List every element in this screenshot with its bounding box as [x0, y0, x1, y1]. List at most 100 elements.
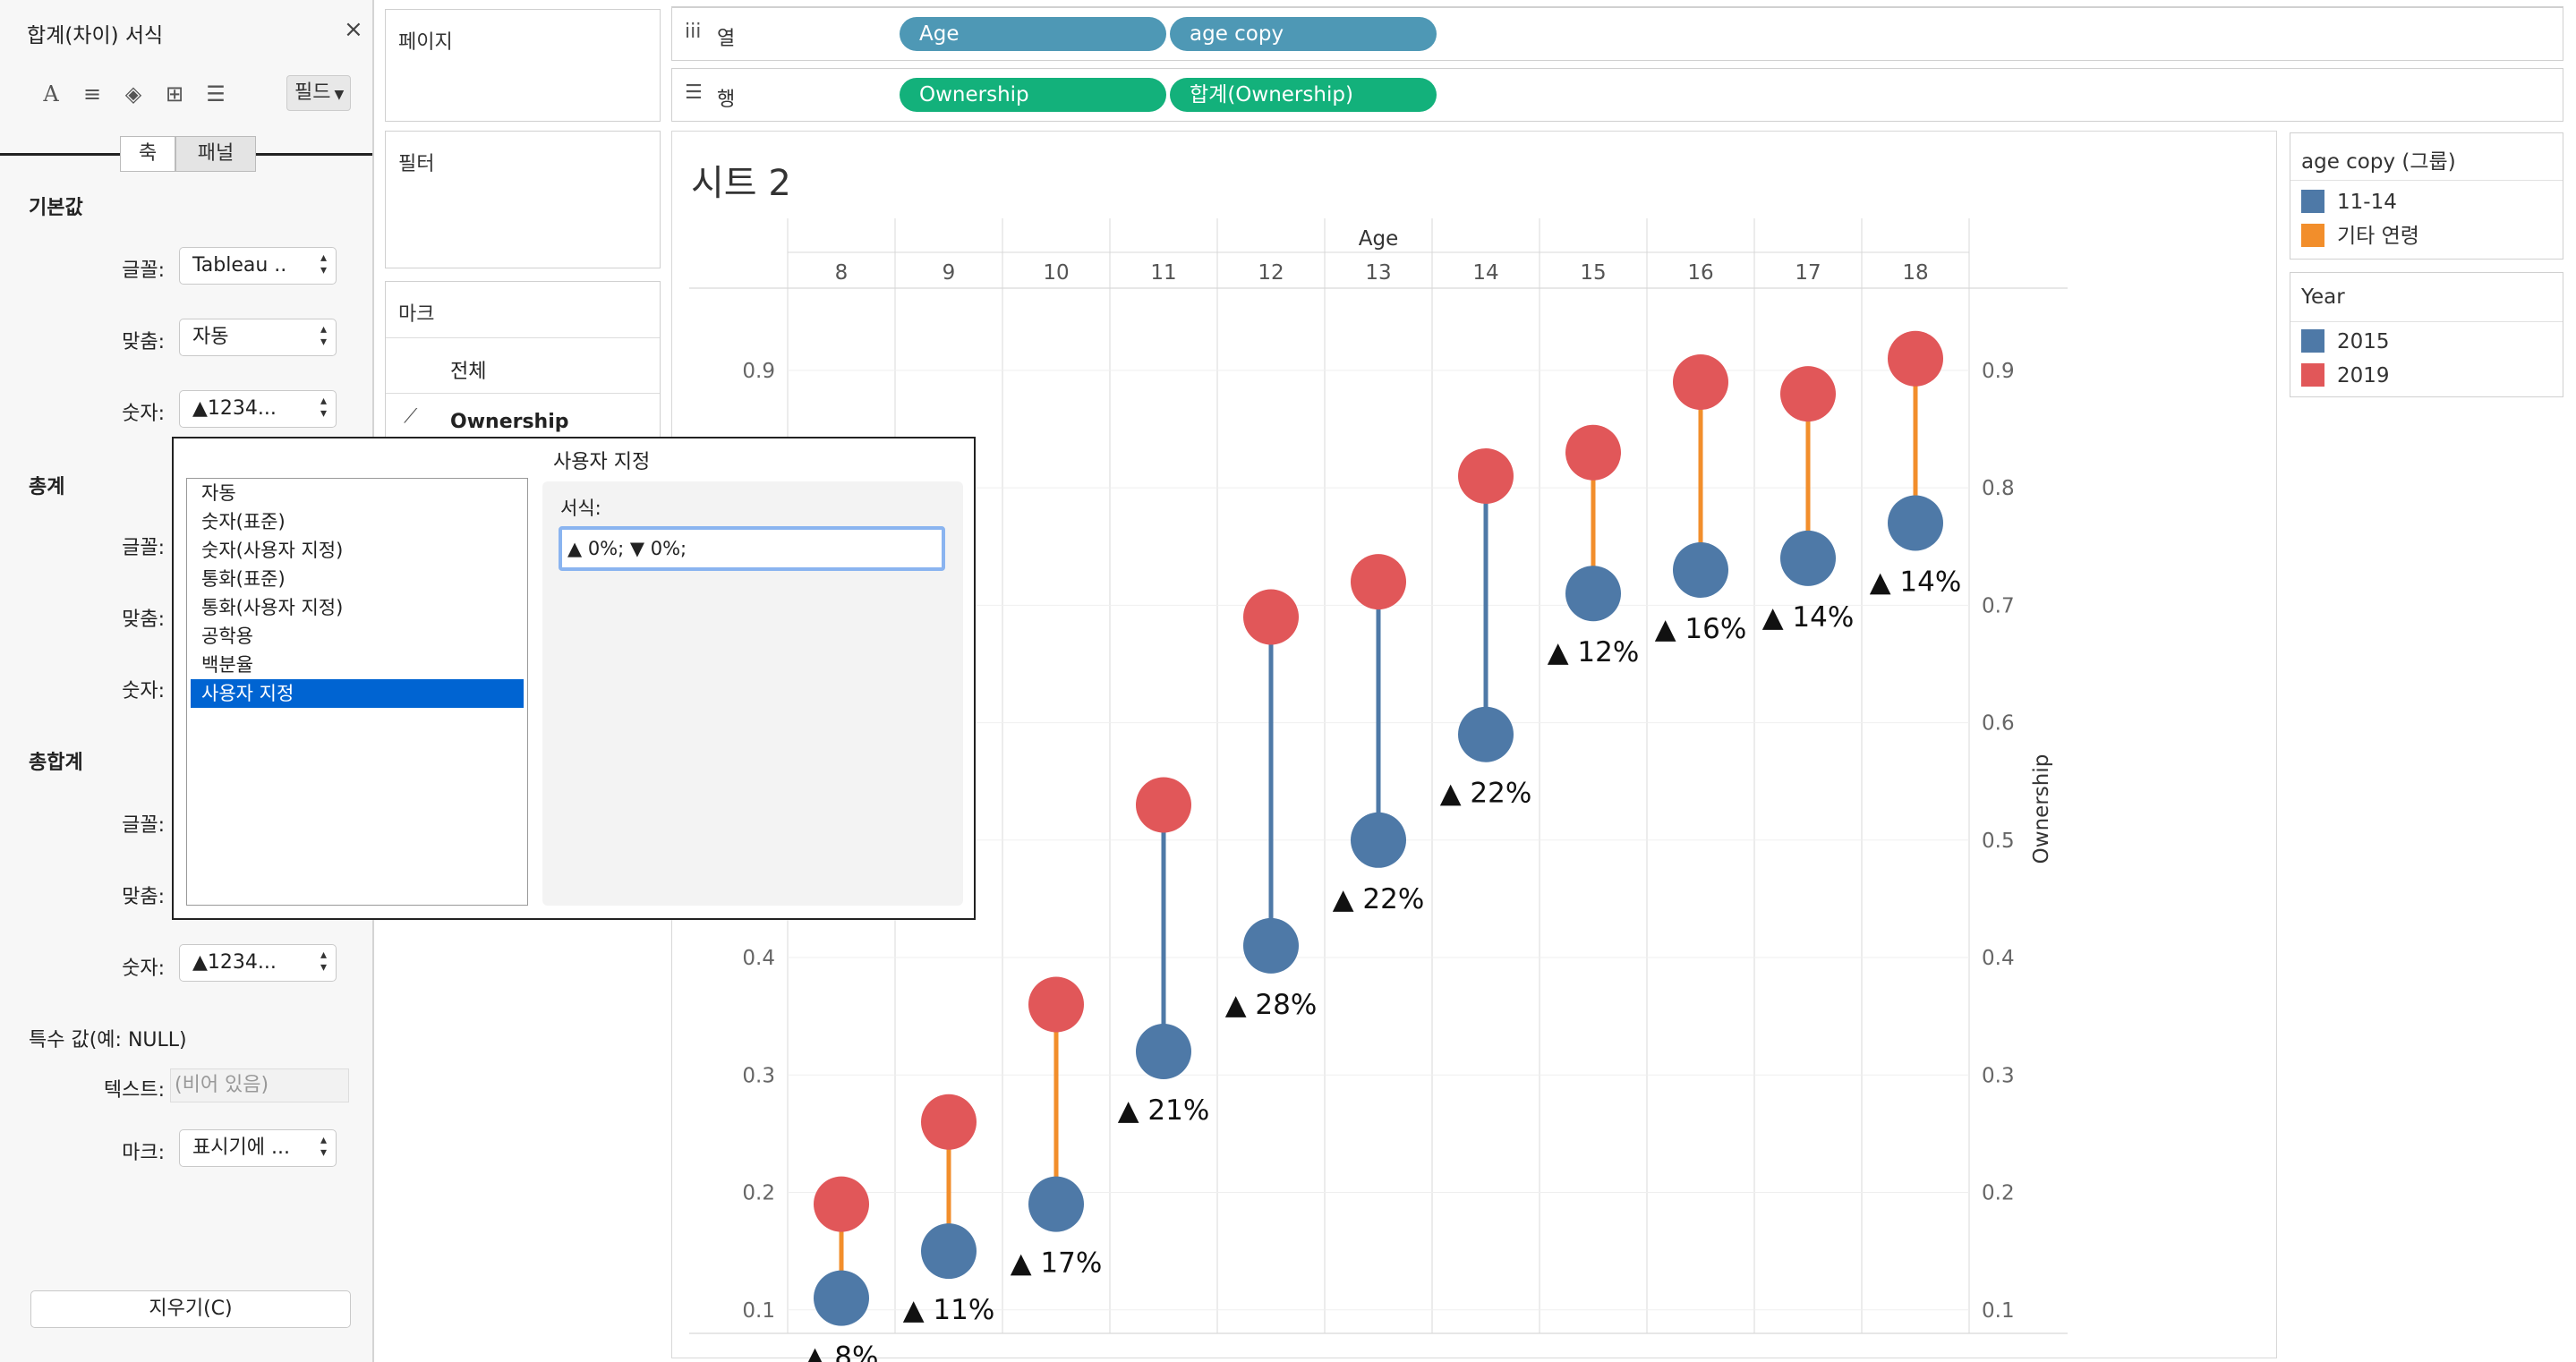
rows-shelf-label: 행	[717, 89, 736, 111]
default-number-label: 숫자:	[122, 403, 165, 425]
list-item[interactable]: 숫자(사용자 지정)	[201, 540, 344, 561]
legend-item-2015[interactable]: 2015	[2301, 328, 2390, 355]
default-font-select[interactable]: Tableau ..	[179, 247, 337, 285]
legend-swatch	[2301, 363, 2324, 387]
default-align-select[interactable]: 자동	[179, 319, 337, 356]
marks-all-tab[interactable]: 전체	[450, 361, 487, 383]
x-category-label: 18	[1902, 261, 1928, 285]
data-label: ▲ 14%	[1762, 601, 1855, 634]
point-2015	[1458, 706, 1514, 762]
legend-year: Year 2015 2019	[2290, 272, 2563, 397]
point-2019	[1565, 424, 1621, 481]
field-dropdown[interactable]: 필드 ▼	[286, 75, 351, 111]
column-header-age: Age	[1359, 227, 1398, 251]
list-item[interactable]: 공학용	[201, 626, 253, 647]
x-category-label: 13	[1365, 261, 1391, 285]
x-category-label: 17	[1795, 261, 1821, 285]
rows-icon: ☰	[685, 81, 703, 104]
legend-item-2019[interactable]: 2019	[2301, 362, 2390, 389]
format-type-list[interactable]: 자동 숫자(표준) 숫자(사용자 지정) 통화(표준) 통화(사용자 지정) 공…	[186, 478, 528, 906]
special-text-input[interactable]: (비어 있음)	[170, 1068, 349, 1102]
y-tick-label-right: 0.2	[1982, 1182, 2015, 1205]
totals-align-label: 맞춤:	[122, 609, 165, 631]
grand-totals-number-select[interactable]: ▲1234...	[179, 944, 337, 982]
y-tick-label-right: 0.7	[1982, 594, 2015, 617]
tab-axis[interactable]: 축	[120, 136, 175, 172]
chart-labels: 0.10.10.20.20.30.30.40.40.50.50.60.60.70…	[742, 261, 2014, 1362]
column-pill-age[interactable]: Age	[900, 17, 1166, 51]
filters-card-title: 필터	[398, 153, 435, 175]
rows-shelf[interactable]: ☰ 행 Ownership 합계(Ownership)	[671, 68, 2563, 122]
data-label: ▲ 17%	[1011, 1247, 1103, 1280]
pages-card-title: 페이지	[398, 31, 453, 54]
point-2015	[1673, 541, 1728, 598]
y-tick-label-right: 0.6	[1982, 712, 2015, 736]
borders-icon[interactable]: ⊞	[165, 81, 184, 106]
list-item-selected[interactable]: 사용자 지정	[191, 679, 524, 708]
filters-card[interactable]: 필터	[385, 131, 661, 268]
list-item[interactable]: 통화(사용자 지정)	[201, 597, 344, 618]
lines-icon[interactable]: ☰	[206, 81, 226, 106]
x-category-label: 9	[943, 261, 956, 285]
legend-item-11-14[interactable]: 11-14	[2301, 189, 2397, 216]
point-2015	[1028, 1176, 1084, 1232]
font-icon[interactable]: A	[43, 81, 59, 106]
legend-swatch	[2301, 329, 2324, 353]
point-2019	[1458, 447, 1514, 504]
marks-card-title: 마크	[398, 303, 435, 326]
point-2019	[1136, 777, 1191, 833]
y-axis-title: Ownership	[2030, 754, 2053, 864]
legend-item-label: 2015	[2337, 330, 2390, 353]
list-item[interactable]: 자동	[201, 482, 236, 504]
special-mark-select[interactable]: 표시기에 ...	[179, 1129, 337, 1167]
point-2019	[1888, 330, 1943, 387]
tab-pane[interactable]: 패널	[175, 136, 256, 172]
column-pill-age-copy[interactable]: age copy	[1170, 17, 1437, 51]
y-tick-label-left: 0.2	[742, 1182, 775, 1205]
format-input[interactable]: ▲ 0%; ▼ 0%;	[559, 526, 945, 571]
marks-ownership-tab[interactable]: Ownership	[450, 411, 569, 433]
y-tick-label-right: 0.5	[1982, 830, 2015, 853]
legend-item-label: 11-14	[2337, 191, 2397, 214]
y-tick-label-right: 0.3	[1982, 1064, 2015, 1087]
columns-icon: iii	[685, 21, 702, 43]
legend-divider	[2290, 180, 2563, 181]
list-item[interactable]: 숫자(표준)	[201, 511, 286, 532]
grand-totals-align-label: 맞춤:	[122, 886, 165, 908]
shading-icon[interactable]: ◈	[124, 81, 142, 106]
point-2019	[1243, 589, 1299, 645]
totals-number-label: 숫자:	[122, 680, 165, 702]
point-2015	[814, 1270, 869, 1326]
pages-card[interactable]: 페이지	[385, 9, 661, 122]
x-category-label: 11	[1150, 261, 1176, 285]
point-2019	[1351, 554, 1406, 610]
y-tick-label-left: 0.9	[742, 360, 775, 383]
point-2015	[1351, 812, 1406, 868]
section-totals-heading: 총계	[29, 476, 65, 498]
point-2015	[1888, 495, 1943, 551]
list-item[interactable]: 통화(표준)	[201, 568, 286, 590]
row-pill-sum-ownership[interactable]: 합계(Ownership)	[1170, 78, 1437, 112]
legend-year-title: Year	[2301, 285, 2345, 309]
default-number-select[interactable]: ▲1234...	[179, 390, 337, 428]
x-category-label: 8	[835, 261, 849, 285]
data-label: ▲ 22%	[1333, 883, 1425, 915]
columns-shelf[interactable]: iii 열 Age age copy	[671, 7, 2563, 61]
point-2015	[921, 1223, 977, 1280]
sheet-title: 시트 2	[691, 163, 791, 204]
format-pane-title: 합계(차이) 서식	[27, 24, 164, 47]
custom-format-popup: 사용자 지정 자동 숫자(표준) 숫자(사용자 지정) 통화(표준) 통화(사용…	[172, 437, 976, 920]
totals-font-label: 글꼴:	[122, 537, 165, 559]
grand-totals-font-label: 글꼴:	[122, 814, 165, 837]
legend-item-other-ages[interactable]: 기타 연령	[2301, 223, 2419, 250]
list-item[interactable]: 백분율	[201, 654, 253, 676]
x-category-label: 10	[1043, 261, 1069, 285]
clear-button[interactable]: 지우기(C)	[30, 1290, 351, 1328]
popup-title: 사용자 지정	[553, 451, 651, 473]
section-grand-totals-heading: 총합계	[29, 752, 83, 774]
align-icon[interactable]: ≡	[82, 81, 102, 106]
data-points	[814, 330, 1943, 1326]
close-icon[interactable]: ×	[344, 16, 363, 43]
row-pill-ownership[interactable]: Ownership	[900, 78, 1166, 112]
